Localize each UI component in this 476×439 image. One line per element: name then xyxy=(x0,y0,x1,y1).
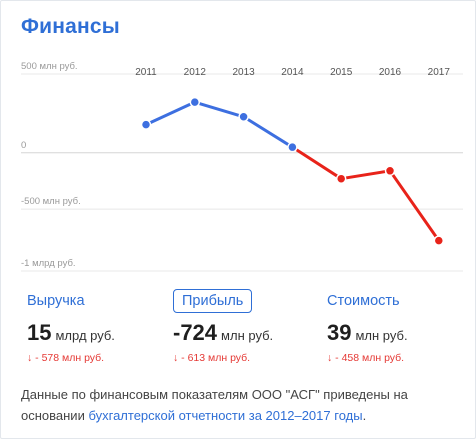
metric-revenue-tab[interactable]: Выручка xyxy=(27,293,85,309)
metric-value[interactable]: Стоимость 39 млн руб. ↓ - 458 млн руб. xyxy=(327,289,476,364)
x-tick-label-2: 2013 xyxy=(232,67,255,78)
data-point-2012 xyxy=(189,96,201,108)
metric-value-unit: млн руб. xyxy=(355,328,408,343)
x-tick-label-1: 2012 xyxy=(184,67,207,78)
line-segment-1 xyxy=(193,100,246,119)
metric-profit[interactable]: Прибыль -724 млн руб. ↓ - 613 млн руб. xyxy=(173,289,323,364)
x-tick-label-3: 2014 xyxy=(281,67,304,78)
data-source-end: . xyxy=(362,408,367,423)
x-tick-label-0: 2011 xyxy=(135,67,157,78)
accounting-reports-link[interactable]: бухгалтерской отчетности за 2012–2017 го… xyxy=(88,408,363,423)
metric-value-tab[interactable]: Стоимость xyxy=(327,293,400,309)
metric-revenue-unit: млрд руб. xyxy=(55,328,115,343)
line-segment-5 xyxy=(388,169,441,243)
x-tick-label-6: 2017 xyxy=(428,67,451,78)
x-tick-label-4: 2015 xyxy=(330,67,353,78)
data-point-2013 xyxy=(238,111,249,123)
metric-value-delta: ↓ - 458 млн руб. xyxy=(327,352,405,364)
data-point-2014 xyxy=(287,141,298,153)
line-segment-0 xyxy=(144,100,197,127)
metric-revenue-value: 15 xyxy=(27,320,52,345)
metric-profit-tab[interactable]: Прибыль xyxy=(173,289,253,313)
data-point-2011 xyxy=(140,119,152,130)
line-segment-2 xyxy=(242,115,294,149)
metrics-row: Выручка 15 млрд руб. ↓ - 578 млн руб. При… xyxy=(1,289,476,373)
y-tick-label-0: 500 млн руб. xyxy=(21,61,78,72)
y-tick-label-2: -500 млн руб. xyxy=(21,196,81,207)
data-point-2016 xyxy=(384,165,396,177)
y-tick-label-1: 0 xyxy=(21,140,26,151)
data-source-note: Данные по финансовым показателям ООО "АС… xyxy=(21,384,461,426)
x-tick-label-5: 2016 xyxy=(379,67,402,78)
data-source-text: Данные по финансовым показателям ООО "АС… xyxy=(21,387,408,423)
data-point-2017 xyxy=(433,235,445,246)
line-segment-3 xyxy=(290,145,343,181)
data-point-2015 xyxy=(335,173,347,184)
metric-value-value: 39 xyxy=(327,320,352,345)
metric-profit-unit: млн руб. xyxy=(221,328,274,343)
metric-revenue[interactable]: Выручка 15 млрд руб. ↓ - 578 млн руб. xyxy=(27,289,177,364)
line-segment-4 xyxy=(339,169,392,181)
card-title: Финансы xyxy=(21,15,120,38)
metric-profit-value: -724 xyxy=(173,320,218,345)
y-tick-label-3: -1 млрд руб. xyxy=(21,258,76,269)
profit-line-chart: 500 млн руб. 0 -500 млн руб. -1 млрд руб. 20… xyxy=(21,61,463,272)
metric-revenue-delta: ↓ - 578 млн руб. xyxy=(27,352,105,364)
metric-profit-delta: ↓ - 613 млн руб. xyxy=(173,352,251,364)
